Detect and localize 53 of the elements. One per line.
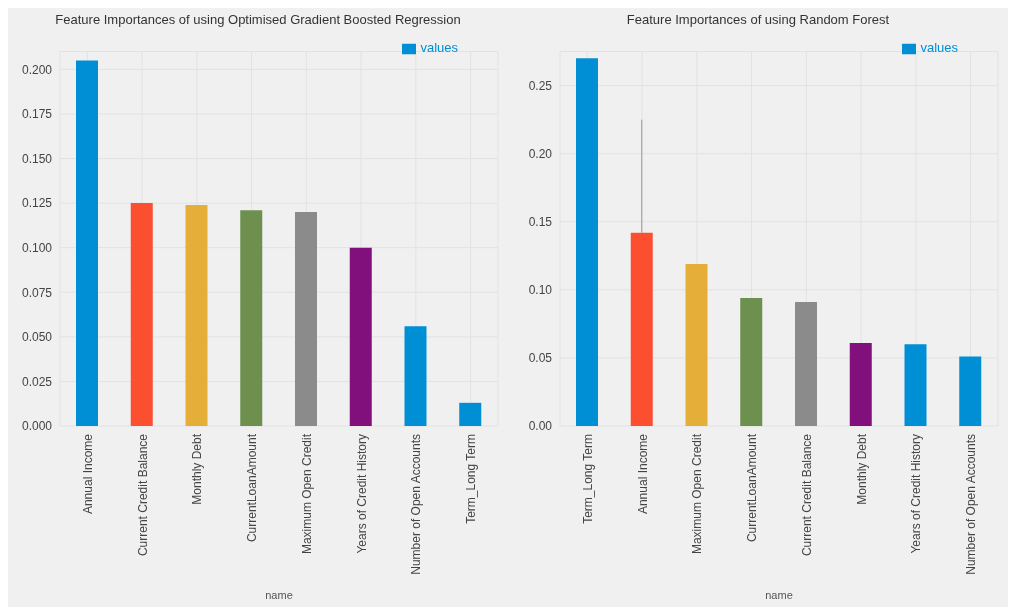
y-tick-label: 0.175 <box>21 107 53 122</box>
y-tick-label: 0.150 <box>21 151 53 166</box>
x-tick-label: Term_Long Term <box>464 434 479 524</box>
bar <box>849 342 872 426</box>
bar <box>740 298 763 426</box>
x-tick-label: Current Credit Balance <box>799 433 814 557</box>
y-tick-label: 0.050 <box>21 330 53 345</box>
y-tick-label: 0.20 <box>528 146 553 161</box>
bar <box>295 212 317 426</box>
x-tick-label: Annual Income <box>635 433 650 515</box>
bar <box>576 58 598 426</box>
y-tick-label: 0.200 <box>21 62 53 77</box>
bar <box>130 203 153 426</box>
bar <box>459 402 482 426</box>
y-tick-label: 0.10 <box>528 283 553 298</box>
x-tick-label: Number of Open Accounts <box>964 434 979 575</box>
y-tick-label: 0.000 <box>21 419 53 434</box>
x-tick-label: CurrentLoanAmount <box>745 433 760 543</box>
bar <box>185 204 208 426</box>
x-axis-title: name <box>765 589 793 601</box>
x-tick-label: Annual Income <box>80 433 95 515</box>
chart-title: Feature Importances of using Random Forest <box>625 12 891 27</box>
y-tick-label: 0.075 <box>21 285 53 300</box>
x-tick-label: Years of Credit History <box>354 434 369 554</box>
y-tick-label: 0.025 <box>21 374 53 389</box>
legend-label: values <box>920 40 958 55</box>
bar <box>795 302 817 426</box>
x-tick-label: Monthly Debt <box>854 433 869 505</box>
bar <box>404 326 427 426</box>
x-tick-label: Maximum Open Credit <box>299 433 314 555</box>
y-tick-label: 0.15 <box>528 215 553 230</box>
chart-title: Feature Importances of using Optimised Gradient Boosted Regression <box>54 12 462 27</box>
y-tick-label: 0.05 <box>528 351 553 366</box>
x-tick-label: Maximum Open Credit <box>690 433 705 555</box>
x-tick-label: Term_Long Term <box>580 434 595 524</box>
x-tick-label: Monthly Debt <box>190 433 205 505</box>
x-tick-label: Years of Credit History <box>909 434 924 554</box>
x-tick-label: Current Credit Balance <box>135 433 150 557</box>
bar <box>959 356 982 426</box>
bar <box>76 60 98 426</box>
bar <box>349 247 372 426</box>
bar <box>904 344 927 426</box>
bar <box>685 263 708 426</box>
bar <box>630 232 653 426</box>
y-tick-label: 0.25 <box>528 78 553 93</box>
legend-label: values <box>420 40 458 55</box>
x-axis-title: name <box>265 589 293 601</box>
bar <box>240 210 263 426</box>
y-tick-label: 0.125 <box>21 196 53 211</box>
x-tick-label: Number of Open Accounts <box>409 434 424 575</box>
y-tick-label: 0.100 <box>21 240 53 255</box>
y-tick-label: 0.00 <box>528 419 553 434</box>
x-tick-label: CurrentLoanAmount <box>245 433 260 543</box>
